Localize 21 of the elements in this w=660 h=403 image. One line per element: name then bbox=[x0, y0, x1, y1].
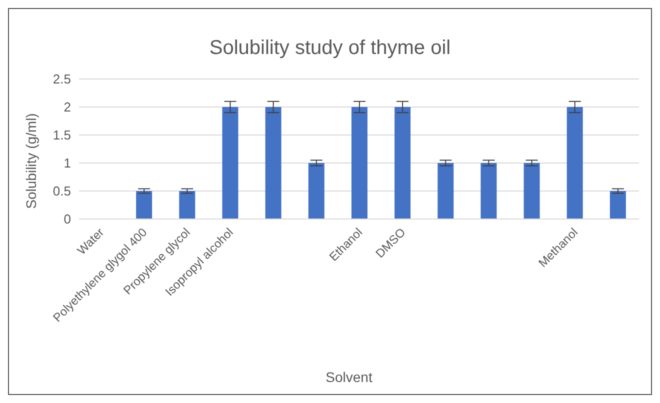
bar bbox=[351, 107, 368, 219]
y-tick-label: 2 bbox=[64, 100, 71, 115]
bar bbox=[480, 163, 497, 219]
chart-title: Solubility study of thyme oil bbox=[208, 37, 452, 60]
bar bbox=[265, 107, 282, 219]
bar bbox=[136, 191, 152, 219]
bar bbox=[566, 107, 583, 219]
bar bbox=[222, 107, 238, 219]
y-tick-label: 1 bbox=[64, 156, 71, 171]
y-tick-label: 1.5 bbox=[52, 128, 71, 143]
x-axis-title: Solvent bbox=[324, 369, 374, 385]
y-tick-label: 0 bbox=[64, 212, 71, 227]
y-tick-label: 2.5 bbox=[52, 72, 71, 87]
bar bbox=[394, 107, 411, 219]
bar bbox=[308, 163, 324, 219]
bar bbox=[610, 191, 626, 219]
bar bbox=[524, 163, 540, 219]
y-axis-title: Solubility (g/ml) bbox=[23, 113, 39, 209]
bar bbox=[179, 191, 196, 219]
bar bbox=[438, 163, 454, 219]
y-tick-label: 0.5 bbox=[52, 184, 71, 199]
